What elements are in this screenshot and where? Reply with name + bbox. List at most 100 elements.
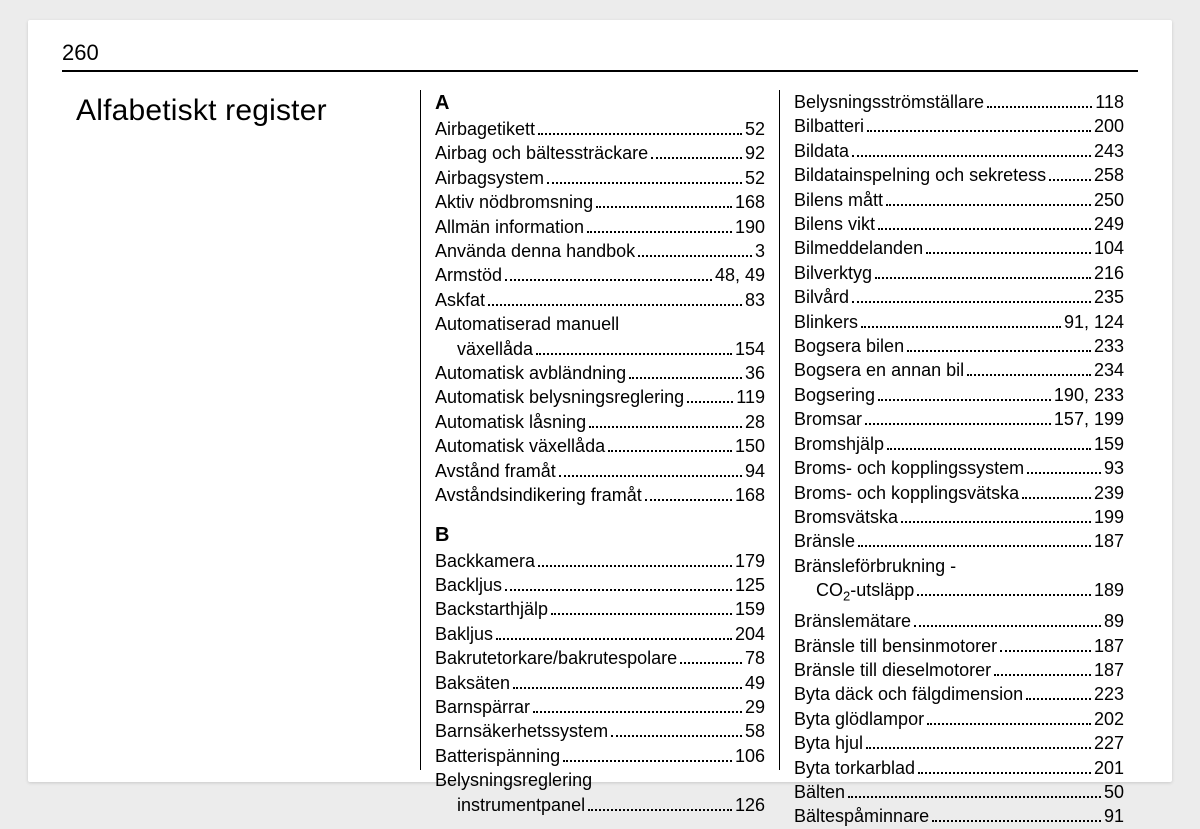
index-term: Bakrutetorkare/bakrutespolare (435, 646, 677, 670)
index-term: Bränslemätare (794, 609, 911, 633)
index-term: Byta däck och fälgdimension (794, 682, 1023, 706)
leader-dots (865, 423, 1051, 425)
column-1: Alfabetiskt register (62, 90, 420, 770)
index-term: Belysningsreglering (435, 768, 592, 792)
index-term: Broms- och kopplingssystem (794, 456, 1024, 480)
index-page: 29 (745, 695, 765, 719)
index-page: 92 (745, 141, 765, 165)
index-term: Byta torkarblad (794, 756, 915, 780)
leader-dots (994, 674, 1091, 676)
index-term: Batterispänning (435, 744, 560, 768)
index-term: Bilbatteri (794, 114, 864, 138)
index-entry: Automatisk avbländning36 (435, 361, 765, 385)
leader-dots (852, 155, 1091, 157)
leader-dots (878, 399, 1051, 401)
index-page: 187 (1094, 634, 1124, 658)
index-entry: Bromsar157, 199 (794, 407, 1124, 431)
index-entry: Bakrutetorkare/bakrutespolare78 (435, 646, 765, 670)
index-page: 168 (735, 483, 765, 507)
index-page: 159 (1094, 432, 1124, 456)
leader-dots (866, 747, 1091, 749)
index-entry: Bildatainspelning och sekretess258 (794, 163, 1124, 187)
index-term: Airbagsystem (435, 166, 544, 190)
leader-dots (651, 157, 742, 159)
index-term: Bogsera bilen (794, 334, 904, 358)
leader-dots (875, 277, 1091, 279)
index-term: Bromsvätska (794, 505, 898, 529)
index-entry: Bromshjälp159 (794, 432, 1124, 456)
index-entry: Bränsleförbrukning - (794, 554, 1124, 578)
leader-dots (861, 326, 1061, 328)
index-page: 187 (1094, 529, 1124, 553)
index-entry: Airbagetikett52 (435, 117, 765, 141)
leader-dots (488, 304, 742, 306)
index-term: Allmän information (435, 215, 584, 239)
leader-dots (629, 377, 742, 379)
leader-dots (907, 350, 1091, 352)
leader-dots (914, 625, 1101, 627)
index-page: 258 (1094, 163, 1124, 187)
index-entry: Bogsera en annan bil234 (794, 358, 1124, 382)
index-entry: Bakljus 204 (435, 622, 765, 646)
leader-dots (563, 760, 732, 762)
index-entry: Bränsle 187 (794, 529, 1124, 553)
leader-dots (611, 735, 742, 737)
index-term: instrumentpanel (435, 793, 585, 817)
leader-dots (926, 252, 1091, 254)
leader-dots (867, 130, 1091, 132)
index-term: Belysningsströmställare (794, 90, 984, 114)
index-term: Bakljus (435, 622, 493, 646)
leader-dots (878, 228, 1091, 230)
index-entry: Avståndsindikering framåt168 (435, 483, 765, 507)
index-entry: Byta torkarblad201 (794, 756, 1124, 780)
index-page: 157, 199 (1054, 407, 1124, 431)
index-term: Automatisk belysningsreglering (435, 385, 684, 409)
index-term: Backkamera (435, 549, 535, 573)
index-page: 125 (735, 573, 765, 597)
index-entry: instrumentpanel126 (435, 793, 765, 817)
index-term: Bälten (794, 780, 845, 804)
leader-dots (987, 106, 1092, 108)
leader-dots (547, 182, 742, 184)
index-entry: Bränslemätare89 (794, 609, 1124, 633)
leader-dots (513, 687, 742, 689)
index-entry: Barnsäkerhetssystem58 (435, 719, 765, 743)
index-page: 204 (735, 622, 765, 646)
index-term: Automatiserad manuell (435, 312, 619, 336)
index-title: Alfabetiskt register (76, 94, 406, 128)
leader-dots (886, 204, 1091, 206)
index-page: 159 (735, 597, 765, 621)
leader-dots (1000, 650, 1091, 652)
index-entry: Baksäten49 (435, 671, 765, 695)
index-term: Bränsle (794, 529, 855, 553)
index-page: 91, 124 (1064, 310, 1124, 334)
index-entry: Använda denna handbok3 (435, 239, 765, 263)
leader-dots (848, 796, 1101, 798)
leader-dots (967, 374, 1091, 376)
index-page: 154 (735, 337, 765, 361)
index-page: 227 (1094, 731, 1124, 755)
index-entry: Blinkers 91, 124 (794, 310, 1124, 334)
index-entry: Backljus125 (435, 573, 765, 597)
index-term: Barnspärrar (435, 695, 530, 719)
index-page: 200 (1094, 114, 1124, 138)
index-term: Bogsering (794, 383, 875, 407)
leader-dots (588, 809, 732, 811)
index-page: 190 (735, 215, 765, 239)
index-entry: Automatisk växellåda150 (435, 434, 765, 458)
index-entry: Armstöd48, 49 (435, 263, 765, 287)
section-letter: B (435, 524, 765, 547)
index-page: 234 (1094, 358, 1124, 382)
leader-dots (645, 499, 732, 501)
index-page: 250 (1094, 188, 1124, 212)
index-entry: Byta hjul227 (794, 731, 1124, 755)
index-entry: Bilvård235 (794, 285, 1124, 309)
leader-dots (1026, 698, 1091, 700)
index-page: 168 (735, 190, 765, 214)
index-entry: Bildata243 (794, 139, 1124, 163)
index-term: Blinkers (794, 310, 858, 334)
index-term: Bränsleförbrukning - (794, 554, 956, 578)
column-2: AAirbagetikett52Airbag och bältessträcka… (420, 90, 779, 770)
index-page: 36 (745, 361, 765, 385)
index-page: 189 (1094, 578, 1124, 602)
